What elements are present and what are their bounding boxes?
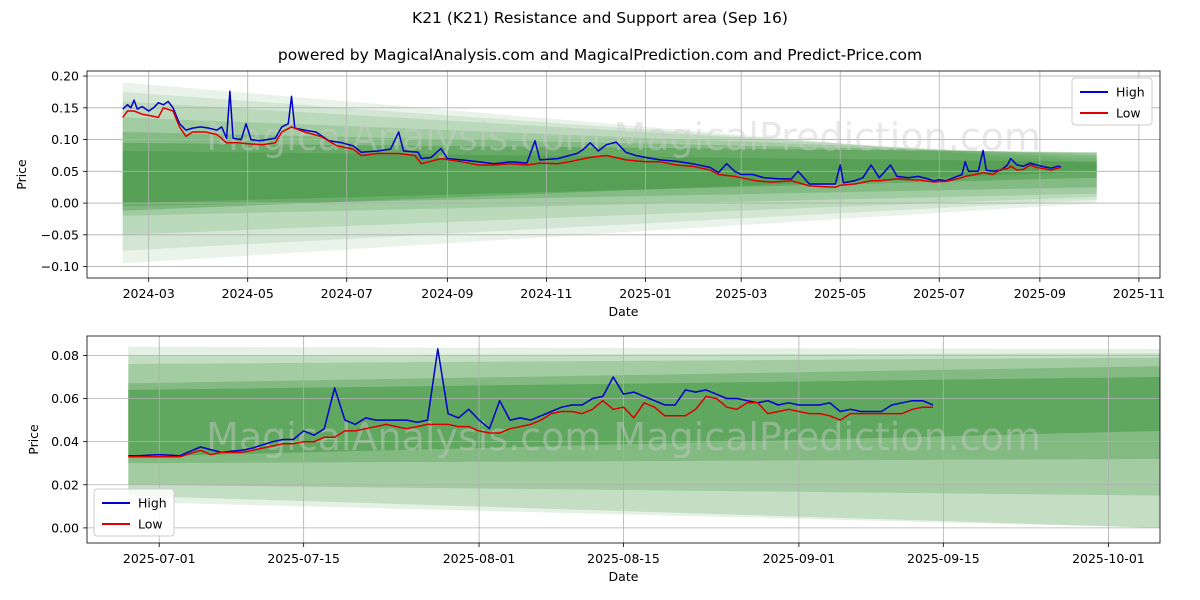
upper-price-lines — [122, 90, 1062, 188]
x-tick-label-2: 2025-08-01 — [443, 551, 516, 566]
x-tick-label-7: 2025-05 — [814, 286, 866, 301]
band-3 — [122, 117, 1097, 216]
band-2 — [128, 357, 1160, 496]
upper-axes-frame — [86, 70, 1161, 279]
y-tick-label-1: 0.02 — [51, 477, 79, 492]
y-tick-label-1: −0.05 — [41, 227, 79, 242]
x-tick-label-6: 2025-10-01 — [1072, 551, 1145, 566]
lower-price-lines — [128, 348, 934, 458]
band-3 — [128, 366, 1160, 464]
y-tick-label-0: −0.10 — [41, 259, 79, 274]
lower-grid — [87, 336, 1160, 543]
y-tick-label-0: 0.00 — [51, 520, 79, 535]
upper-x-ticks: 2024-03 2024-05 2024-07 2024-09 2024-11 2025-… — [123, 278, 1165, 301]
upper-legend-low-label: Low — [1116, 106, 1141, 121]
y-tick-label-3: 0.06 — [51, 391, 79, 406]
band-5 — [122, 142, 1097, 204]
x-tick-label-8: 2025-07 — [913, 286, 965, 301]
chart-title: K21 (K21) Resistance and Support area (S… — [412, 9, 788, 27]
lower-legend: High Low — [93, 488, 175, 537]
lower-watermark: MagicalAnalysis.com MagicalPrediction.co… — [206, 415, 1041, 459]
x-tick-label-3: 2024-09 — [421, 286, 473, 301]
x-tick-label-4: 2024-11 — [520, 286, 572, 301]
x-tick-label-6: 2025-03 — [715, 286, 767, 301]
upper-x-axis-label: Date — [609, 304, 639, 319]
band-0 — [122, 82, 1097, 264]
x-tick-label-1: 2024-05 — [222, 286, 274, 301]
series-high-line — [122, 90, 1062, 185]
y-tick-label-4: 0.08 — [51, 348, 79, 363]
y-tick-label-5: 0.15 — [51, 100, 79, 115]
lower-x-axis-label: Date — [609, 569, 639, 584]
y-tick-label-2: 0.04 — [51, 434, 79, 449]
lower-legend-high-label: High — [138, 496, 167, 511]
lower-x-ticks: 2025-07-01 2025-07-15 2025-08-01 2025-08-15… — [123, 543, 1145, 566]
series-low-line — [128, 395, 933, 458]
band-4 — [128, 377, 1160, 457]
x-tick-label-3: 2025-08-15 — [587, 551, 660, 566]
band-2 — [122, 101, 1097, 235]
upper-grid — [87, 71, 1160, 278]
band-0 — [128, 346, 1160, 528]
upper-y-axis-label: Price — [14, 159, 29, 190]
lower-legend-low-label: Low — [138, 517, 163, 532]
band-4 — [122, 132, 1097, 207]
upper-legend-high-label: High — [1116, 85, 1145, 100]
upper-chart: MagicalAnalysis.com MagicalPrediction.co… — [14, 69, 1165, 319]
band-6 — [122, 151, 1097, 211]
x-tick-label-10: 2025-11 — [1113, 286, 1165, 301]
upper-support-resistance-bands — [122, 82, 1097, 264]
x-tick-label-5: 2025-09-15 — [907, 551, 980, 566]
y-tick-label-2: 0.00 — [51, 196, 79, 211]
y-tick-label-6: 0.20 — [51, 69, 79, 84]
y-tick-label-3: 0.05 — [51, 164, 79, 179]
series-low-line — [122, 107, 1062, 188]
lower-support-resistance-bands — [128, 346, 1160, 528]
lower-y-axis-label: Price — [26, 424, 41, 455]
chart-subtitle: powered by MagicalAnalysis.com and Magic… — [277, 46, 923, 64]
x-tick-label-0: 2025-07-01 — [123, 551, 196, 566]
x-tick-label-1: 2025-07-15 — [267, 551, 340, 566]
lower-chart: MagicalAnalysis.com MagicalPrediction.co… — [26, 335, 1161, 584]
upper-legend: High Low — [1071, 77, 1153, 126]
band-1 — [128, 353, 1160, 528]
x-tick-label-5: 2025-01 — [619, 286, 671, 301]
x-tick-label-4: 2025-09-01 — [763, 551, 836, 566]
x-tick-label-2: 2024-07 — [321, 286, 373, 301]
upper-y-ticks: −0.10 −0.05 0.00 0.05 0.10 0.15 0.20 — [41, 69, 87, 274]
x-tick-label-0: 2024-03 — [123, 286, 175, 301]
series-high-line — [128, 348, 934, 457]
x-tick-label-9: 2025-09 — [1014, 286, 1066, 301]
upper-watermark: MagicalAnalysis.com MagicalPrediction.co… — [206, 115, 1041, 159]
y-tick-label-4: 0.10 — [51, 132, 79, 147]
lower-y-ticks: 0.00 0.02 0.04 0.06 0.08 — [51, 348, 87, 535]
